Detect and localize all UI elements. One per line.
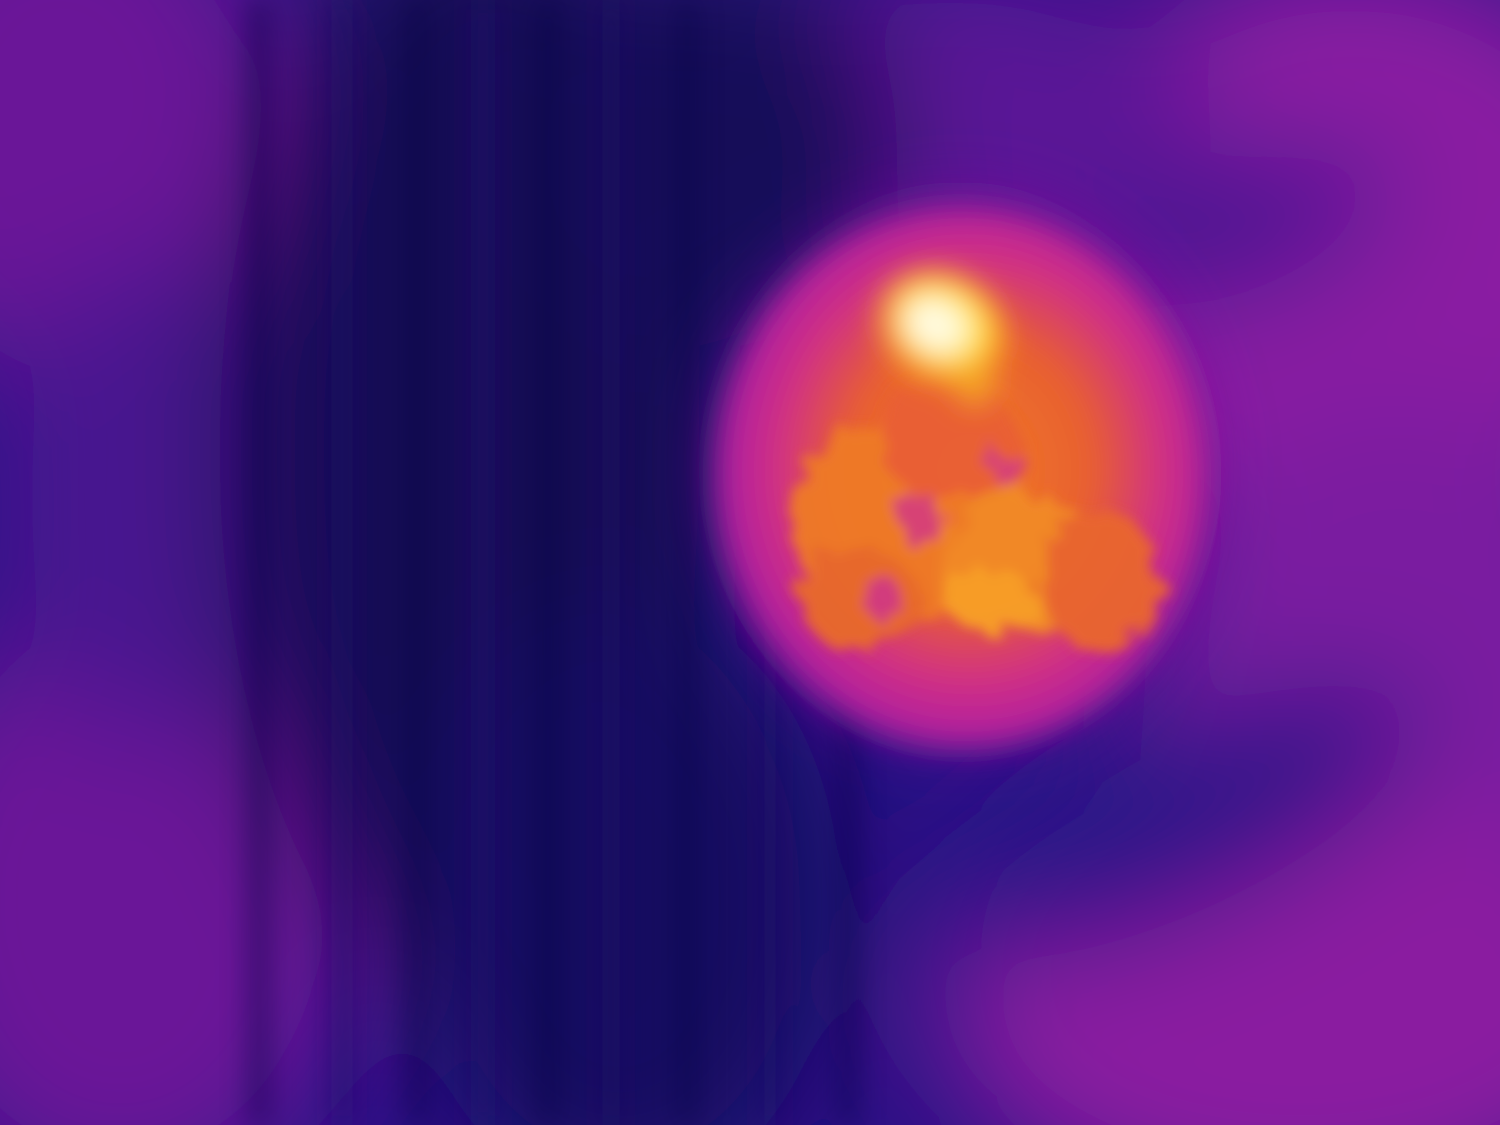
hot-spot (872, 268, 1008, 407)
warm-spherical-object (715, 210, 1205, 750)
vertical-streaks (250, 0, 856, 1125)
